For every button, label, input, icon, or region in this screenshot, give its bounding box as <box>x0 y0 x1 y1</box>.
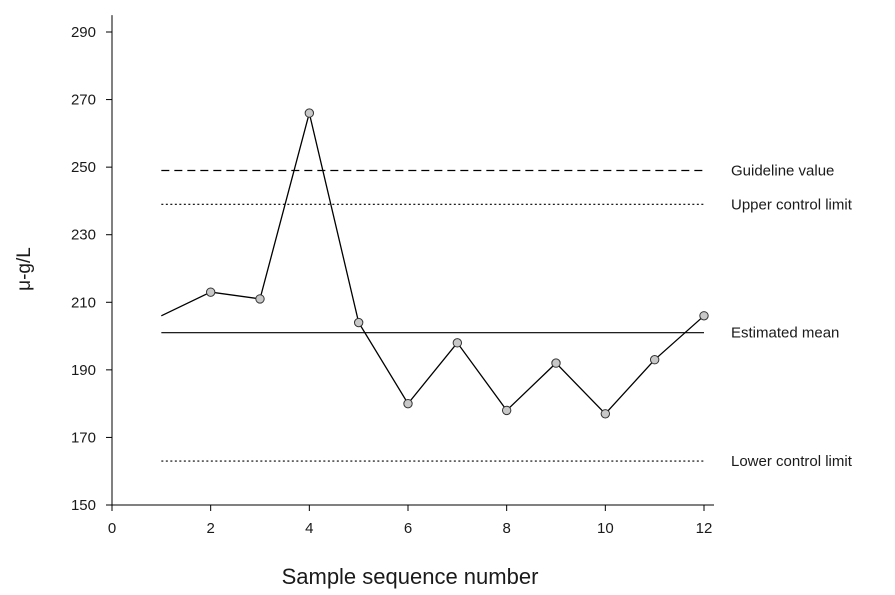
data-point <box>255 294 265 304</box>
data-point <box>403 398 413 409</box>
data-point <box>551 358 561 368</box>
y-axis-ticks: 150 170 190 210 230 250 270 290 <box>71 24 112 514</box>
data-point <box>353 317 364 328</box>
y-tick-label: 210 <box>71 294 96 311</box>
lower-control-limit-label: Lower control limit <box>731 453 853 470</box>
y-tick-label: 230 <box>71 227 96 244</box>
y-tick-label: 290 <box>71 24 96 41</box>
x-tick-label: 0 <box>108 520 116 537</box>
series-line <box>161 112 705 415</box>
y-tick-label: 170 <box>71 429 96 446</box>
x-axis-title: Sample sequence number <box>282 564 539 589</box>
data-point <box>304 108 315 118</box>
x-axis-ticks: 0 2 4 6 8 10 12 <box>108 505 713 537</box>
upper-control-limit-label: Upper control limit <box>731 196 853 213</box>
estimated-mean-label: Estimated mean <box>731 325 839 342</box>
y-tick-label: 150 <box>71 497 96 514</box>
x-tick-label: 12 <box>696 520 713 537</box>
y-tick-label: 190 <box>71 362 96 379</box>
x-tick-label: 4 <box>305 520 313 537</box>
axes <box>111 15 714 506</box>
x-tick-label: 6 <box>404 520 412 537</box>
data-point <box>452 338 463 348</box>
data-point <box>600 409 611 419</box>
x-tick-label: 8 <box>502 520 510 537</box>
data-series <box>161 108 709 419</box>
data-point <box>501 405 512 416</box>
guideline-value-label: Guideline value <box>731 163 834 180</box>
x-tick-label: 10 <box>597 520 614 537</box>
y-tick-label: 250 <box>71 159 96 176</box>
data-point <box>205 287 216 297</box>
data-point <box>699 311 709 321</box>
x-tick-label: 2 <box>206 520 214 537</box>
axis-titles: Sample sequence number μ-g/L <box>14 247 538 589</box>
data-point <box>649 355 660 365</box>
y-axis-title: μ-g/L <box>14 247 35 291</box>
reference-lines: Guideline value Upper control limit Estima… <box>161 163 853 470</box>
y-tick-label: 270 <box>71 92 96 109</box>
